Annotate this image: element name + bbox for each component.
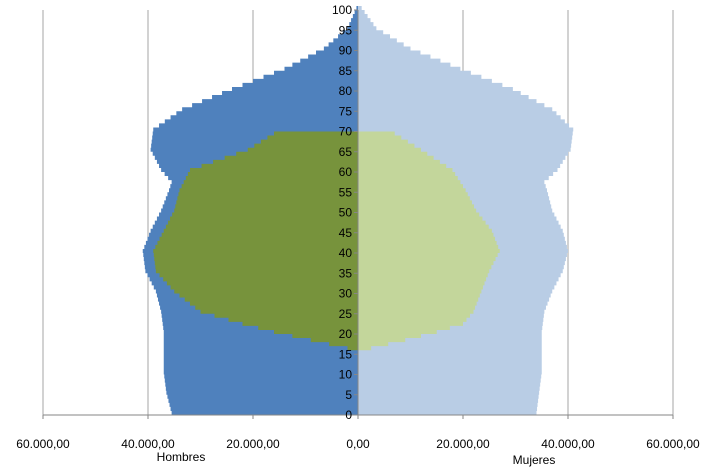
x-tick-label-1: 40.000,00 <box>121 437 175 451</box>
y-tick-label-8: 40 <box>339 246 353 260</box>
y-tick-label-7: 35 <box>339 266 353 280</box>
y-tick-label-9: 45 <box>339 226 353 240</box>
y-tick-label-3: 15 <box>339 347 353 361</box>
x-tick-label-3: 0,00 <box>346 437 370 451</box>
y-tick-label-17: 85 <box>339 64 353 78</box>
x-tick-label-5: 40.000,00 <box>541 437 595 451</box>
x-tick-label-2: 20.000,00 <box>226 437 280 451</box>
male-inner-series <box>153 131 359 351</box>
y-tick-label-13: 65 <box>339 145 353 159</box>
x-tick-label-4: 20.000,00 <box>436 437 490 451</box>
value-tick-labels: 60.000,00 40.000,00 20.000,00 0,00 20.000,00… <box>16 437 700 451</box>
male-axis-label: Hombres <box>157 450 206 464</box>
pyramid-bars <box>142 5 574 415</box>
y-tick-label-4: 20 <box>339 327 353 341</box>
y-tick-label-18: 90 <box>339 44 353 58</box>
y-tick-label-19: 95 <box>339 23 353 37</box>
y-tick-label-11: 55 <box>339 185 353 199</box>
y-tick-label-0: 0 <box>345 408 352 422</box>
y-tick-label-6: 30 <box>339 287 353 301</box>
x-tick-label-6: 60.000,00 <box>646 437 700 451</box>
axes <box>42 9 674 419</box>
female-axis-label: Mujeres <box>513 453 556 467</box>
x-tick-label-0: 60.000,00 <box>16 437 70 451</box>
y-tick-label-16: 80 <box>339 84 353 98</box>
y-tick-label-5: 25 <box>339 307 353 321</box>
y-tick-label-1: 5 <box>345 388 352 402</box>
y-tick-label-2: 10 <box>339 368 353 382</box>
y-tick-label-20: 100 <box>332 3 352 17</box>
y-tick-label-15: 75 <box>339 104 353 118</box>
age-tick-labels: 0 5 10 15 20 25 30 35 40 45 50 55 60 65 70 75 80 85 90 95 10… <box>332 3 352 422</box>
y-tick-label-12: 60 <box>339 165 353 179</box>
y-tick-label-10: 50 <box>339 206 353 220</box>
female-inner-series <box>358 131 500 351</box>
y-tick-label-14: 70 <box>339 125 353 139</box>
